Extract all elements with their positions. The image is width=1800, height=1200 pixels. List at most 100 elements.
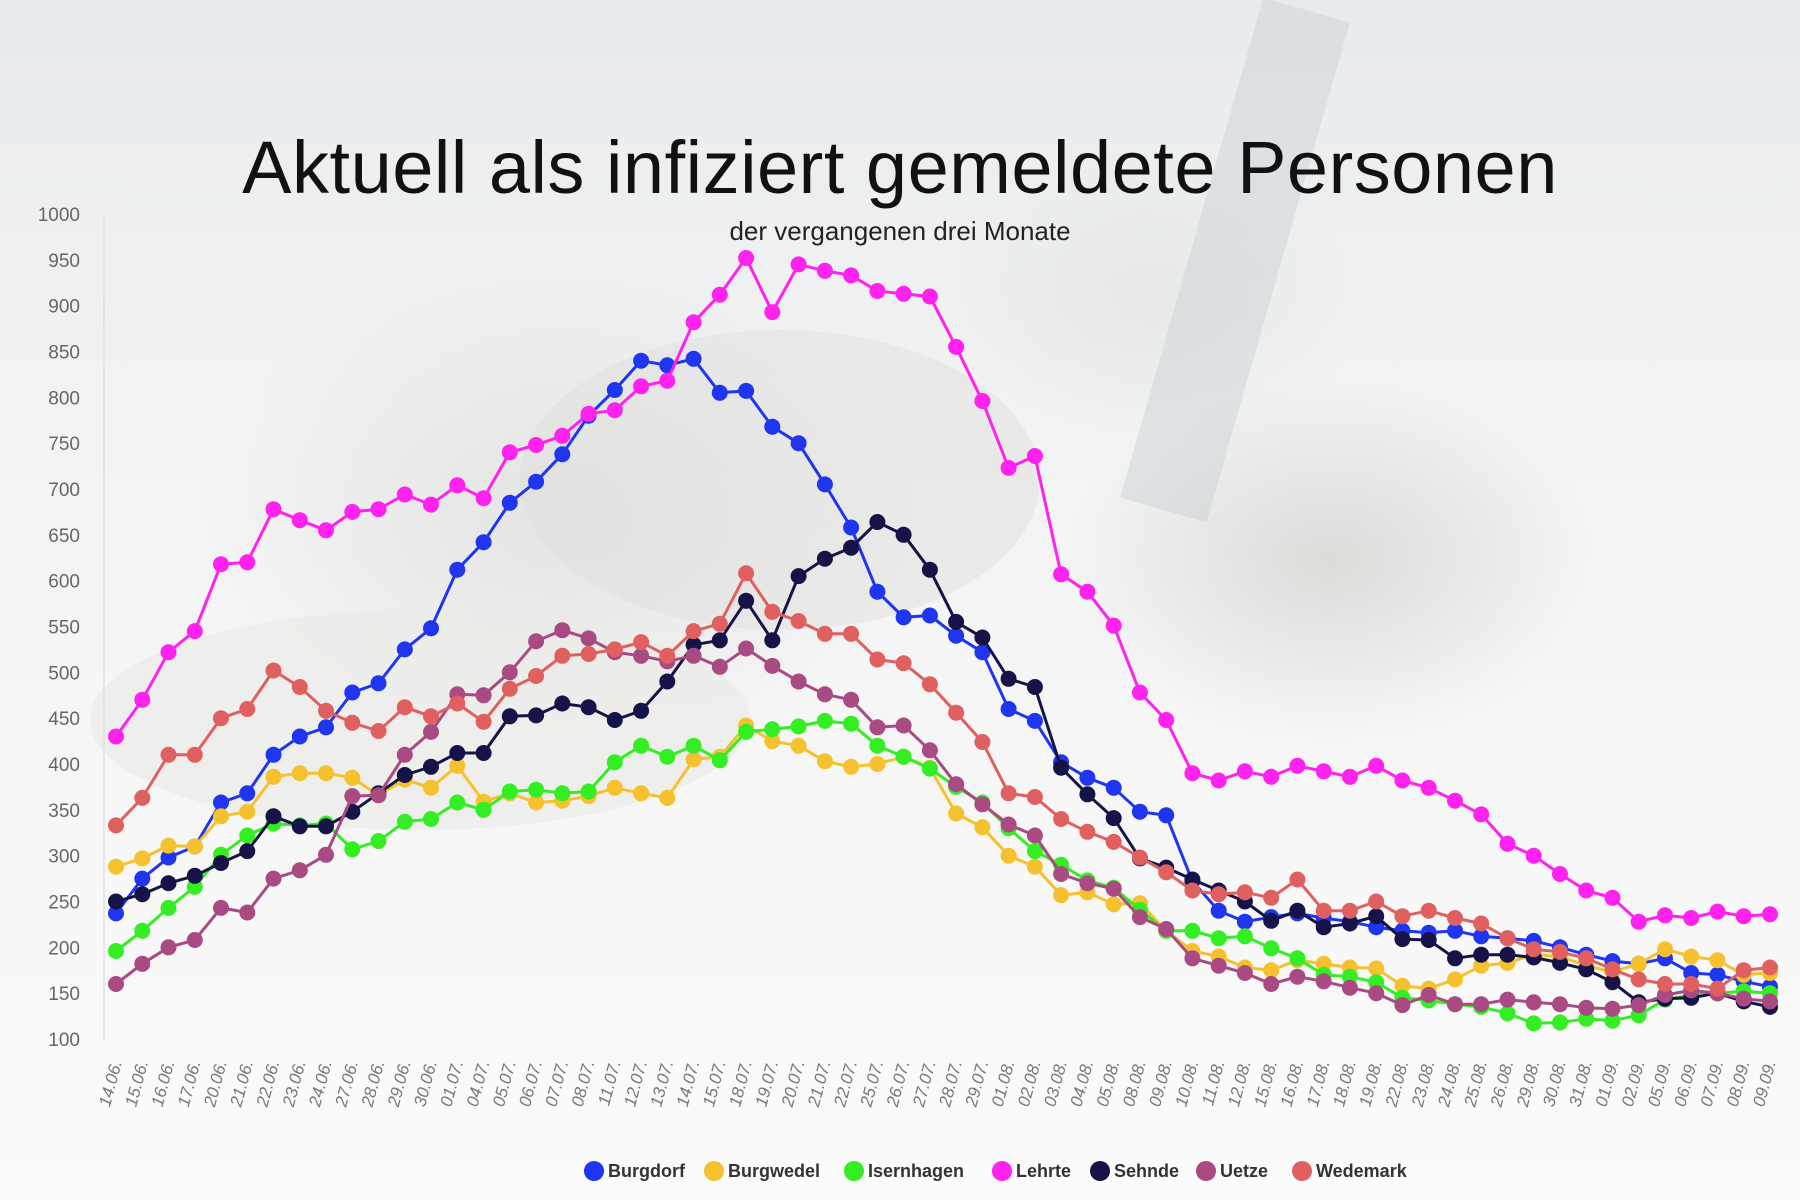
y-tick-label: 200 (48, 938, 80, 959)
data-point (501, 444, 518, 461)
data-point (711, 615, 728, 632)
data-point (921, 561, 938, 578)
legend-item: Burgwedel (704, 1161, 820, 1181)
series-line (114, 256, 1771, 924)
data-point (1341, 968, 1358, 985)
data-point (108, 858, 124, 875)
data-point (213, 710, 229, 727)
data-point (1079, 583, 1096, 600)
data-point (449, 561, 466, 578)
data-point (1236, 928, 1253, 945)
data-point (1683, 965, 1700, 981)
data-point (606, 382, 623, 398)
data-point (528, 437, 545, 453)
data-point (186, 878, 203, 895)
data-point (1210, 930, 1227, 947)
data-point (108, 728, 124, 745)
data-point (291, 818, 308, 835)
legend-marker (844, 1161, 864, 1181)
x-tick-label: 11.07. (594, 1058, 624, 1107)
legend-marker (1196, 1161, 1216, 1181)
data-point (1735, 962, 1752, 979)
data-point (790, 737, 807, 754)
data-point (318, 765, 334, 782)
data-point (843, 539, 860, 556)
data-point (1289, 968, 1306, 985)
data-point (1210, 957, 1227, 974)
data-point (160, 939, 177, 956)
y-tick-label: 900 (48, 297, 80, 318)
legend-item: Sehnde (1090, 1161, 1179, 1181)
y-tick-label: 300 (48, 847, 80, 868)
data-point (1026, 858, 1043, 875)
data-point (108, 817, 124, 834)
data-point (449, 794, 466, 811)
data-point (1131, 849, 1148, 866)
data-point (1630, 971, 1647, 988)
chart-subtitle: der vergangenen drei Monate (729, 216, 1071, 246)
data-point (1263, 940, 1280, 957)
data-point (1263, 976, 1280, 992)
series-wedemark (108, 565, 1778, 997)
data-point (318, 702, 334, 719)
data-point (738, 565, 755, 582)
data-point (1026, 843, 1043, 860)
y-tick-label: 650 (48, 526, 80, 547)
x-tick-label: 11.08. (1198, 1058, 1228, 1107)
legend-label: Burgdorf (608, 1161, 686, 1181)
data-point (633, 785, 650, 802)
data-point (974, 629, 991, 646)
data-point (213, 899, 229, 916)
legend-marker (992, 1161, 1012, 1181)
data-point (475, 745, 492, 761)
data-point (160, 644, 177, 661)
data-point (134, 789, 151, 806)
data-point (659, 673, 676, 690)
data-point (134, 870, 151, 887)
data-point (1105, 880, 1122, 897)
series-line (114, 571, 1771, 991)
data-point (711, 658, 728, 675)
data-point (1105, 896, 1122, 913)
legend: Burgdorf Burgwedel Isernhagen Lehrte Sehnde U… (584, 1161, 1408, 1181)
series-line (115, 719, 1771, 1025)
data-point (449, 757, 466, 774)
data-point (318, 818, 334, 835)
data-point (423, 496, 439, 513)
data-point (895, 655, 912, 672)
data-point (423, 811, 439, 827)
legend-item: Lehrte (992, 1161, 1071, 1181)
data-point (501, 783, 518, 800)
data-point (1026, 789, 1043, 805)
data-point (580, 405, 597, 422)
data-point (816, 712, 833, 729)
data-point (764, 304, 781, 321)
data-point (1657, 907, 1673, 924)
data-point (396, 767, 413, 783)
data-point (1236, 884, 1253, 901)
data-point (1315, 902, 1332, 919)
data-point (1552, 954, 1568, 971)
data-point (1420, 932, 1437, 948)
data-point (764, 657, 781, 674)
data-point (1657, 976, 1673, 992)
data-point (895, 748, 912, 765)
data-point (134, 886, 151, 903)
data-point (423, 779, 439, 796)
data-point (160, 899, 177, 916)
data-point (1026, 827, 1043, 844)
data-point (816, 625, 833, 642)
data-point (1158, 712, 1175, 728)
legend-marker (584, 1161, 604, 1181)
legend-label: Sehnde (1114, 1161, 1179, 1181)
data-point (134, 922, 151, 939)
data-point (869, 719, 886, 736)
data-point (764, 603, 781, 620)
legend-item: Uetze (1196, 1161, 1268, 1181)
data-point (1499, 930, 1516, 947)
data-point (633, 378, 650, 395)
data-point (633, 647, 650, 664)
data-point (1630, 955, 1647, 972)
data-point (790, 435, 807, 452)
